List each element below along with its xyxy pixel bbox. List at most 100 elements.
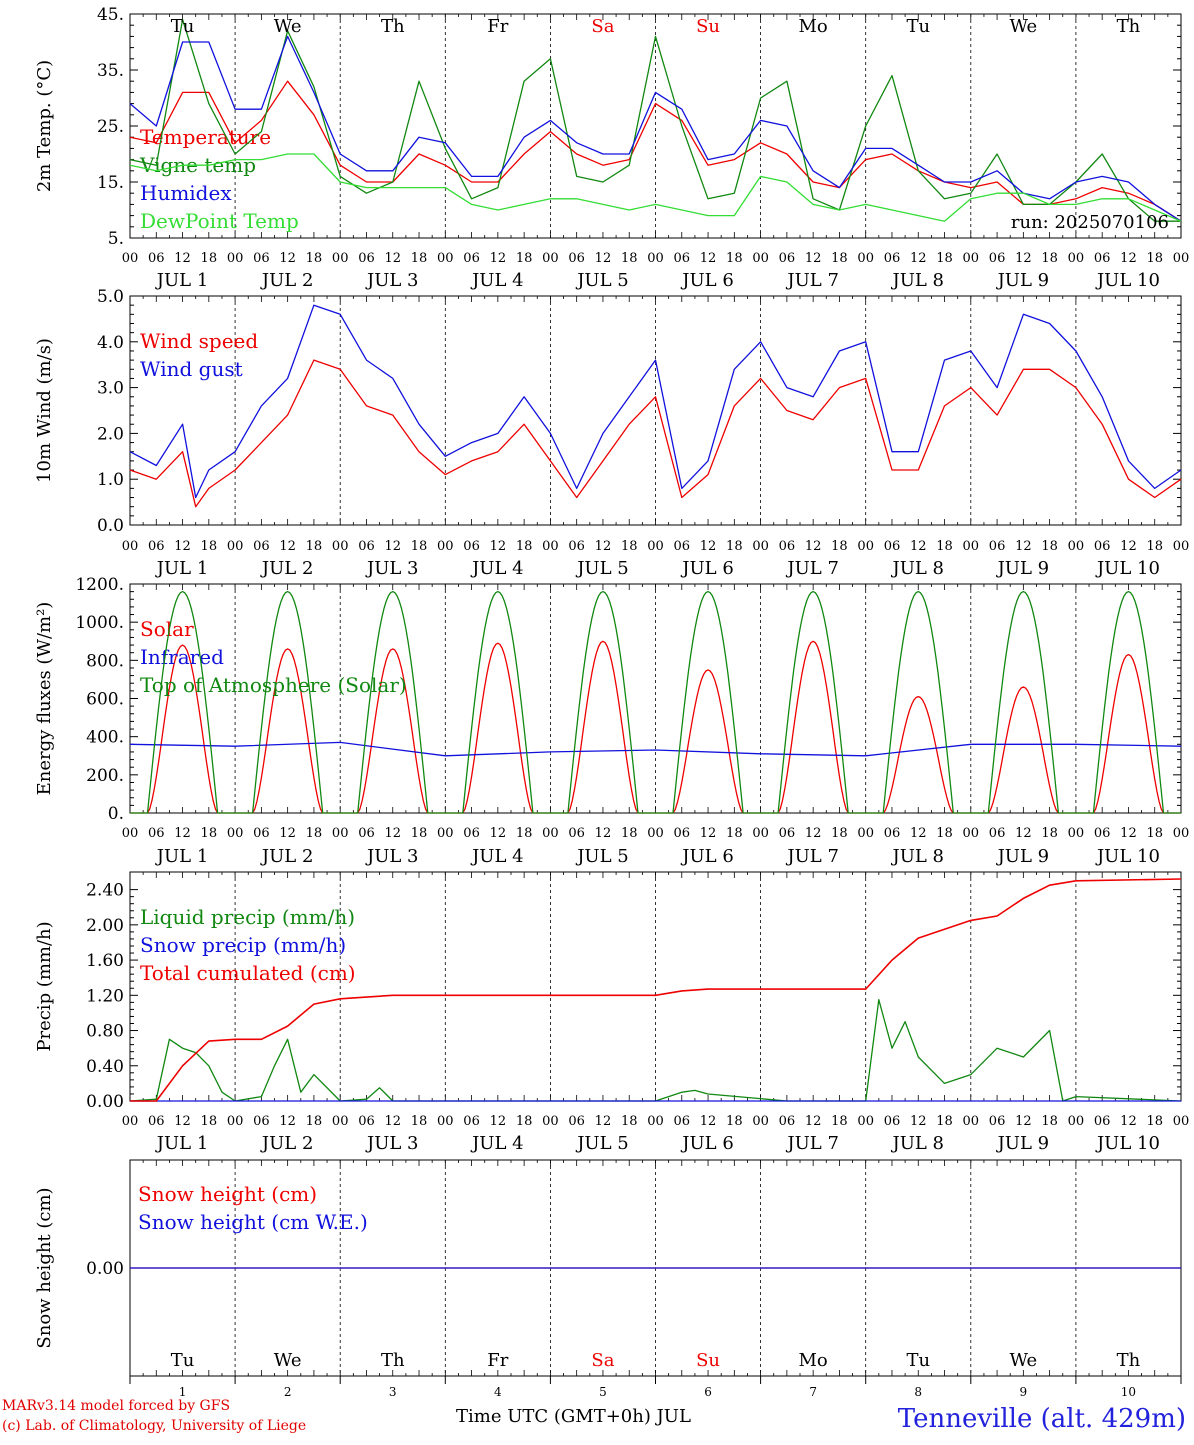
precip-hour-label: 06 <box>568 1114 585 1129</box>
wind-ylabel: 10m Wind (m/s) <box>34 338 55 483</box>
energy-hour-label: 00 <box>1173 826 1190 841</box>
wind-series-1 <box>129 304 1182 499</box>
wind-hour-label: 06 <box>989 539 1006 554</box>
wind-hour-label: 18 <box>831 539 848 554</box>
wind-date-label: JUL 7 <box>785 558 839 579</box>
day-name-top: Fr <box>487 16 508 37</box>
precip-hour-label: 12 <box>279 1114 296 1129</box>
day-name-bottom: We <box>1010 1350 1038 1371</box>
energy-hour-label: 12 <box>910 826 927 841</box>
wind-hour-label: 06 <box>568 539 585 554</box>
precip-ytick-label: 1.60 <box>86 951 124 971</box>
temp-hour-label: 18 <box>1041 251 1058 266</box>
temp-hour-label: 00 <box>752 251 769 266</box>
energy-hour-label: 00 <box>857 826 874 841</box>
wind-hour-label: 06 <box>358 539 375 554</box>
temp-hour-label: 18 <box>936 251 953 266</box>
wind-hour-label: 12 <box>700 539 717 554</box>
wind-hour-label: 06 <box>674 539 691 554</box>
temp-hour-label: 12 <box>1120 251 1137 266</box>
temp-hour-label: 18 <box>516 251 533 266</box>
day-name-bottom: Th <box>1117 1350 1141 1371</box>
precip-date-label: JUL 9 <box>996 1133 1050 1154</box>
wind-hour-label: 18 <box>306 539 323 554</box>
temp-hour-label: 12 <box>910 251 927 266</box>
energy-hour-label: 06 <box>779 826 796 841</box>
energy-hour-label: 18 <box>411 826 428 841</box>
precip-hour-label: 06 <box>463 1114 480 1129</box>
temp-hour-label: 06 <box>1094 251 1111 266</box>
precip-date-label: JUL 8 <box>890 1133 944 1154</box>
temp-hour-label: 18 <box>411 251 428 266</box>
temp-hour-label: 00 <box>542 251 559 266</box>
temp-hour-label: 12 <box>1015 251 1032 266</box>
energy-hour-label: 12 <box>1120 826 1137 841</box>
energy-date-label: JUL 2 <box>260 846 314 867</box>
day-name-top: Mo <box>799 16 828 37</box>
temp-hour-label: 18 <box>831 251 848 266</box>
energy-hour-label: 12 <box>1015 826 1032 841</box>
wind-date-label: JUL 3 <box>365 558 419 579</box>
wind-hour-label: 18 <box>1146 539 1163 554</box>
day-number: 7 <box>809 1385 817 1399</box>
wind-date-label: JUL 9 <box>996 558 1050 579</box>
temp-ytick-label: 15. <box>97 173 124 193</box>
precip-hour-label: 18 <box>1146 1114 1163 1129</box>
precip-hour-label: 06 <box>884 1114 901 1129</box>
temp-hour-label: 00 <box>227 251 244 266</box>
wind-hour-label: 12 <box>174 539 191 554</box>
day-name-bottom: Th <box>381 1350 405 1371</box>
wind-hour-label: 00 <box>227 539 244 554</box>
temp-hour-label: 12 <box>174 251 191 266</box>
temp-date-label: JUL 9 <box>996 270 1050 291</box>
temp-hour-label: 12 <box>700 251 717 266</box>
wind-ytick-label: 5.0 <box>97 287 124 307</box>
day-name-bottom: Sa <box>591 1350 614 1371</box>
energy-hour-label: 12 <box>700 826 717 841</box>
temp-hour-label: 06 <box>779 251 796 266</box>
precip-hour-label: 00 <box>332 1114 349 1129</box>
wind-hour-label: 00 <box>752 539 769 554</box>
precip-hour-label: 06 <box>358 1114 375 1129</box>
energy-date-label: JUL 5 <box>575 846 629 867</box>
precip-hour-label: 18 <box>621 1114 638 1129</box>
precip-legend-0: Liquid precip (mm/h) <box>140 905 355 929</box>
energy-date-label: JUL 1 <box>155 846 209 867</box>
precip-hour-label: 00 <box>752 1114 769 1129</box>
wind-hour-label: 00 <box>857 539 874 554</box>
energy-ylabel: Energy fluxes (W/m²) <box>34 602 55 796</box>
precip-date-label: JUL 7 <box>785 1133 839 1154</box>
day-name-bottom: Tu <box>906 1350 930 1371</box>
precip-date-label: JUL 1 <box>155 1133 209 1154</box>
day-number: 10 <box>1121 1385 1136 1399</box>
energy-date-label: JUL 3 <box>365 846 419 867</box>
wind-date-label: JUL 10 <box>1095 558 1160 579</box>
day-name-top: Th <box>381 16 405 37</box>
energy-ytick-label: 200. <box>86 766 124 786</box>
day-number: 4 <box>494 1385 502 1399</box>
wind-ytick-label: 3.0 <box>97 379 124 399</box>
temp-hour-label: 06 <box>358 251 375 266</box>
wind-hour-label: 12 <box>910 539 927 554</box>
wind-hour-label: 00 <box>1068 539 1085 554</box>
precip-hour-label: 18 <box>516 1114 533 1129</box>
temp-hour-label: 06 <box>568 251 585 266</box>
wind-hour-label: 18 <box>516 539 533 554</box>
wind-hour-label: 00 <box>542 539 559 554</box>
temp-hour-label: 06 <box>674 251 691 266</box>
energy-hour-label: 12 <box>490 826 507 841</box>
precip-hour-label: 00 <box>857 1114 874 1129</box>
precip-hour-label: 12 <box>910 1114 927 1129</box>
precip-hour-label: 12 <box>805 1114 822 1129</box>
temp-ytick-label: 45. <box>97 5 124 25</box>
wind-series-0 <box>129 359 1182 508</box>
energy-date-label: JUL 6 <box>680 846 734 867</box>
wind-hour-label: 00 <box>122 539 139 554</box>
precip-hour-label: 00 <box>227 1114 244 1129</box>
precip-date-label: JUL 3 <box>365 1133 419 1154</box>
temp-date-label: JUL 4 <box>470 270 524 291</box>
wind-hour-label: 12 <box>384 539 401 554</box>
precip-hour-label: 12 <box>1120 1114 1137 1129</box>
temp-hour-label: 06 <box>463 251 480 266</box>
precip-series-2 <box>130 878 1182 1102</box>
